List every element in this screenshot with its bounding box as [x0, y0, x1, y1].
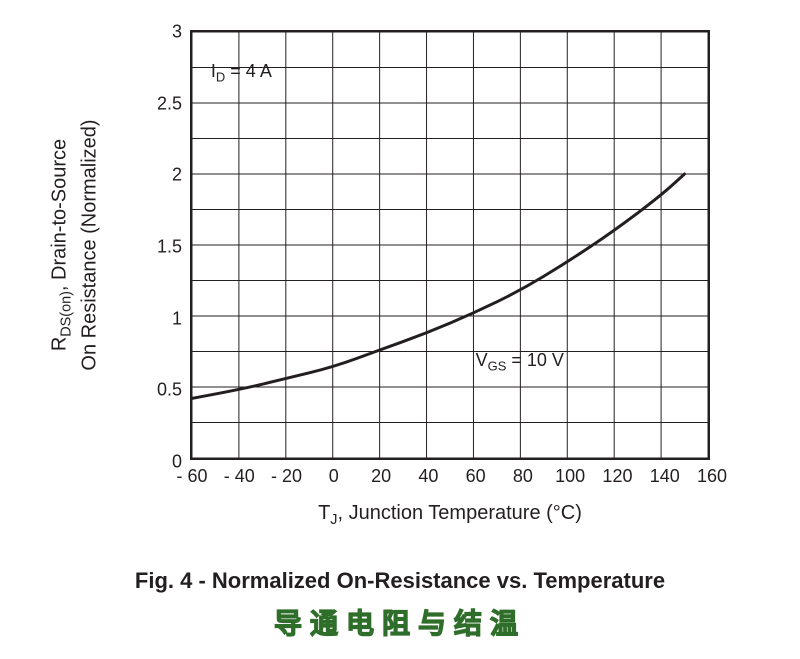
caption-chinese: 导通电阻与结温: [274, 602, 526, 642]
x-tick-label: 40: [418, 458, 438, 487]
chart-svg: [192, 32, 708, 458]
x-tick-label: - 60: [176, 458, 207, 487]
y-tick-label: 2: [172, 165, 192, 186]
chart-plot-area: 00.511.522.53- 60- 40- 20020406080100120…: [190, 30, 710, 460]
x-tick-label: 100: [555, 458, 585, 487]
x-tick-label: 120: [602, 458, 632, 487]
y-tick-label: 1: [172, 308, 192, 329]
x-tick-label: 0: [329, 458, 339, 487]
caption-english: Fig. 4 - Normalized On-Resistance vs. Te…: [135, 568, 665, 594]
x-tick-label: 60: [466, 458, 486, 487]
y-tick-label: 0.5: [157, 380, 192, 401]
y-tick-label: 2.5: [157, 93, 192, 114]
y-tick-label: 1.5: [157, 237, 192, 258]
x-tick-label: 20: [371, 458, 391, 487]
figure-container: 00.511.522.53- 60- 40- 20020406080100120…: [0, 0, 800, 659]
x-axis-label: TJ, Junction Temperature (°C): [318, 502, 582, 525]
chart-annotation: VGS = 10 V: [476, 350, 564, 371]
y-tick-label: 3: [172, 22, 192, 43]
x-tick-label: 140: [650, 458, 680, 487]
x-tick-label: 160: [697, 458, 727, 487]
chart-annotation: ID = 4 A: [211, 61, 272, 82]
y-axis-label-line2: On Resistance (Normalized): [79, 119, 102, 370]
x-tick-label: - 20: [271, 458, 302, 487]
x-tick-label: 80: [513, 458, 533, 487]
x-tick-label: - 40: [224, 458, 255, 487]
y-axis-label-line1: RDS(on), Drain-to-Source: [49, 139, 72, 351]
